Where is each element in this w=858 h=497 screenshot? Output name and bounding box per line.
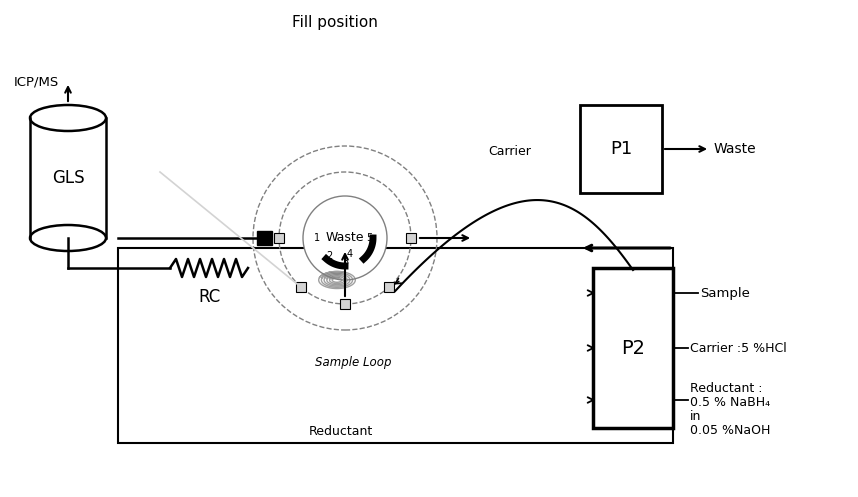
Text: Carrier: Carrier [488,145,531,158]
Bar [257,231,272,245]
Text: Sample: Sample [700,286,750,300]
Text: P1: P1 [610,140,632,158]
Circle shape [303,196,387,280]
Bar [340,299,350,309]
Text: in: in [690,410,701,422]
Bar [384,282,394,292]
Text: Reductant: Reductant [308,425,372,438]
Text: GLS: GLS [51,169,84,187]
Bar [580,105,662,193]
Text: 4: 4 [347,249,353,259]
Bar [593,268,673,428]
Text: Fill position: Fill position [292,14,378,29]
Bar [406,233,416,243]
Text: 1: 1 [314,233,320,243]
Text: Reductant :: Reductant : [690,382,763,395]
Text: Sample Loop: Sample Loop [315,356,391,369]
Text: P2: P2 [621,338,645,357]
Text: 2: 2 [326,251,332,261]
Text: ICP/MS: ICP/MS [14,76,59,88]
Text: Waste: Waste [714,142,757,156]
Bar [118,248,673,443]
Text: RC: RC [198,288,221,306]
Text: Waste: Waste [326,231,365,244]
Text: 3: 3 [342,257,348,267]
Bar [296,282,305,292]
Text: 0.05 %NaOH: 0.05 %NaOH [690,423,770,436]
Text: 5: 5 [366,233,372,243]
Text: Carrier :5 %HCl: Carrier :5 %HCl [690,341,787,354]
Text: 0.5 % NaBH₄: 0.5 % NaBH₄ [690,396,770,409]
Bar [274,233,284,243]
